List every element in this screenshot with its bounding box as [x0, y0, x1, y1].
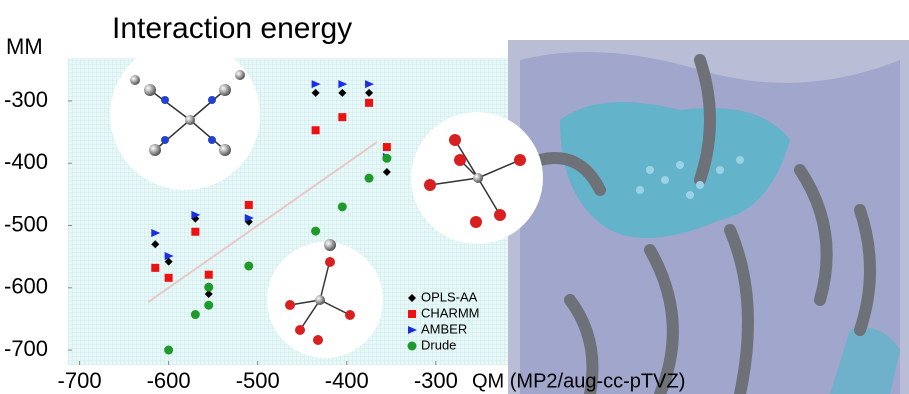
point [204, 270, 213, 279]
point [337, 202, 347, 212]
point [311, 226, 321, 236]
legend-label: Drude [421, 337, 456, 352]
x-tick-label: -300 [414, 368, 458, 393]
point [190, 310, 200, 320]
x-tick-label: -400 [325, 368, 369, 393]
legend-marker [408, 294, 416, 302]
point [151, 263, 160, 272]
point [338, 88, 347, 97]
x-tick-label: -500 [236, 368, 280, 393]
point [164, 257, 173, 266]
y-tick-label: -500 [4, 211, 48, 236]
legend-label: OPLS-AA [421, 289, 478, 304]
y-tick-label: -600 [4, 274, 48, 299]
point [164, 345, 174, 355]
protein-image [508, 40, 909, 394]
point [204, 282, 214, 292]
point [191, 227, 200, 236]
point [244, 261, 254, 271]
point [244, 200, 253, 209]
point [382, 153, 392, 163]
point [191, 210, 201, 219]
point [365, 98, 374, 107]
y-axis-label: MM [6, 34, 43, 59]
y-tick-label: -700 [4, 336, 48, 361]
legend-label: CHARMM [421, 305, 480, 320]
x-tick-label: -600 [147, 368, 191, 393]
point [244, 214, 254, 223]
legend-marker [408, 326, 417, 334]
molecule-insets [110, 40, 543, 358]
point [365, 88, 374, 97]
chart-title: Interaction energy [112, 12, 352, 45]
x-tick-label: -700 [58, 368, 102, 393]
y-tick-label: -300 [4, 87, 48, 112]
reference-line [147, 141, 378, 303]
point [204, 290, 213, 299]
point [204, 300, 214, 310]
point [364, 173, 374, 183]
point [164, 273, 173, 282]
point [382, 143, 391, 152]
legend-marker [408, 310, 416, 318]
point [338, 113, 347, 122]
point [365, 80, 375, 89]
point [151, 240, 160, 249]
point [382, 167, 391, 176]
point [338, 80, 348, 89]
x-axis-label: QM (MP2/aug-cc-pTVZ) [472, 370, 685, 392]
point [311, 126, 320, 135]
y-tick-label: -400 [4, 149, 48, 174]
point [311, 80, 321, 89]
plot: -700 -600 -500 -400 -300 -700 -600 -500 -400 -300… [4, 80, 480, 393]
point [311, 88, 320, 97]
point [151, 228, 161, 237]
legend-label: AMBER [421, 321, 467, 336]
legend-marker [407, 341, 417, 351]
point [164, 252, 174, 261]
